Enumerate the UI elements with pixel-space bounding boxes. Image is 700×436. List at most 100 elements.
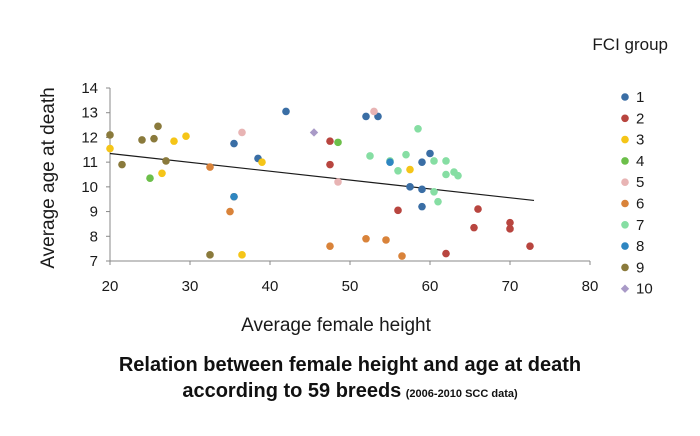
legend-marker-group-7 bbox=[621, 221, 629, 229]
data-point-group-3 bbox=[170, 137, 178, 145]
data-point-group-3 bbox=[406, 165, 414, 174]
x-axis-ticks: 20 30 40 50 60 70 80 bbox=[102, 261, 599, 295]
y-tick-label: 13 bbox=[81, 105, 98, 122]
y-axis-ticks: 7 8 9 10 11 12 13 14 bbox=[81, 80, 110, 270]
data-point-group-9 bbox=[206, 251, 214, 259]
data-point-group-6 bbox=[362, 234, 370, 243]
data-point-group-1 bbox=[418, 158, 426, 166]
legend-label-group-10: 10 bbox=[636, 281, 653, 298]
data-point-group-5 bbox=[238, 128, 246, 137]
legend-marker-group-10 bbox=[620, 284, 630, 293]
data-point-group-8 bbox=[230, 192, 238, 201]
data-point-group-2 bbox=[326, 160, 334, 169]
legend-marker-group-1 bbox=[621, 93, 629, 101]
chart-source-note: (2006-2010 SCC data) bbox=[405, 388, 518, 400]
data-point-group-5 bbox=[334, 178, 342, 186]
data-point-group-2 bbox=[474, 205, 482, 213]
legend-marker-group-8 bbox=[621, 242, 629, 250]
legend-marker-group-2 bbox=[621, 114, 629, 123]
legend-marker-group-3 bbox=[621, 135, 629, 144]
data-point-group-1 bbox=[426, 149, 434, 158]
legend-label-group-8: 8 bbox=[636, 238, 644, 255]
data-point-group-3 bbox=[258, 158, 266, 166]
data-point-group-3 bbox=[106, 144, 114, 153]
data-point-group-10 bbox=[309, 128, 319, 137]
y-tick-label: 14 bbox=[81, 80, 98, 97]
x-tick-label: 70 bbox=[502, 278, 519, 295]
data-point-group-1 bbox=[418, 202, 426, 211]
legend-label-group-9: 9 bbox=[636, 259, 644, 276]
legend-label-group-4: 4 bbox=[636, 153, 644, 170]
legend-title: FCI group bbox=[592, 35, 668, 54]
x-tick-label: 60 bbox=[422, 278, 439, 295]
data-point-group-7 bbox=[414, 124, 422, 133]
y-tick-label: 10 bbox=[81, 179, 98, 196]
data-point-group-6 bbox=[206, 163, 214, 171]
legend: 1 2 3 4 5 6 7 8 9 10 bbox=[620, 89, 653, 298]
legend-label-group-3: 3 bbox=[636, 132, 644, 149]
data-point-group-1 bbox=[282, 107, 290, 116]
legend-marker-group-4 bbox=[621, 157, 629, 165]
data-point-group-7 bbox=[454, 171, 462, 180]
data-point-group-2 bbox=[326, 137, 334, 145]
legend-label-group-5: 5 bbox=[636, 174, 644, 191]
chart-title: Relation between female height and age a… bbox=[118, 354, 582, 376]
data-point-group-7 bbox=[402, 150, 410, 159]
x-axis-label: Average female height bbox=[241, 315, 431, 336]
data-point-group-3 bbox=[238, 251, 246, 259]
data-point-group-1 bbox=[418, 185, 426, 194]
data-point-group-7 bbox=[430, 157, 438, 165]
data-point-group-9 bbox=[162, 157, 170, 165]
x-tick-label: 20 bbox=[102, 278, 119, 295]
data-point-group-7 bbox=[366, 152, 374, 160]
legend-label-group-6: 6 bbox=[636, 196, 644, 213]
data-point-group-9 bbox=[118, 160, 126, 169]
data-point-group-4 bbox=[146, 174, 154, 183]
chart-caption: Relation between female height and age a… bbox=[0, 352, 700, 404]
data-point-group-8 bbox=[386, 158, 394, 166]
plot-frame bbox=[109, 88, 590, 262]
trendline bbox=[109, 152, 535, 202]
data-point-group-9 bbox=[138, 136, 146, 144]
data-point-group-7 bbox=[442, 157, 450, 165]
x-tick-label: 80 bbox=[582, 278, 599, 295]
data-point-group-2 bbox=[470, 223, 478, 232]
data-point-group-2 bbox=[394, 206, 402, 215]
y-tick-label: 9 bbox=[90, 204, 98, 221]
legend-marker-group-6 bbox=[621, 199, 629, 208]
data-point-group-7 bbox=[430, 188, 438, 196]
data-point-group-6 bbox=[226, 207, 234, 216]
data-point-group-3 bbox=[158, 169, 166, 178]
data-point-group-1 bbox=[230, 139, 238, 148]
data-point-group-2 bbox=[526, 242, 534, 250]
y-axis-label: Average age at death bbox=[38, 87, 59, 268]
y-tick-label: 12 bbox=[81, 129, 98, 146]
data-point-group-3 bbox=[182, 132, 190, 140]
data-point-group-9 bbox=[150, 134, 158, 143]
legend-marker-group-5 bbox=[621, 178, 629, 186]
y-tick-label: 7 bbox=[90, 253, 98, 270]
data-point-group-1 bbox=[362, 112, 370, 121]
chart-subtitle: according to 59 breeds bbox=[182, 380, 402, 402]
data-point-group-9 bbox=[154, 122, 162, 131]
x-tick-label: 30 bbox=[182, 278, 199, 295]
data-point-group-1 bbox=[406, 183, 414, 191]
legend-label-group-7: 7 bbox=[636, 217, 644, 234]
data-point-group-6 bbox=[398, 252, 406, 260]
data-points bbox=[106, 107, 534, 260]
data-point-group-9 bbox=[106, 131, 114, 139]
data-point-group-5 bbox=[370, 107, 378, 116]
data-point-group-7 bbox=[434, 197, 442, 206]
legend-label-group-1: 1 bbox=[636, 89, 644, 106]
legend-label-group-2: 2 bbox=[636, 110, 644, 127]
data-point-group-6 bbox=[382, 236, 390, 244]
data-point-group-4 bbox=[334, 138, 342, 147]
y-tick-label: 11 bbox=[82, 154, 98, 171]
data-point-group-2 bbox=[506, 218, 514, 227]
data-point-group-2 bbox=[442, 249, 450, 258]
y-tick-label: 8 bbox=[90, 228, 98, 245]
legend-marker-group-9 bbox=[621, 263, 629, 272]
data-point-group-2 bbox=[506, 225, 514, 233]
x-tick-label: 40 bbox=[262, 278, 279, 295]
data-point-group-6 bbox=[326, 242, 334, 250]
